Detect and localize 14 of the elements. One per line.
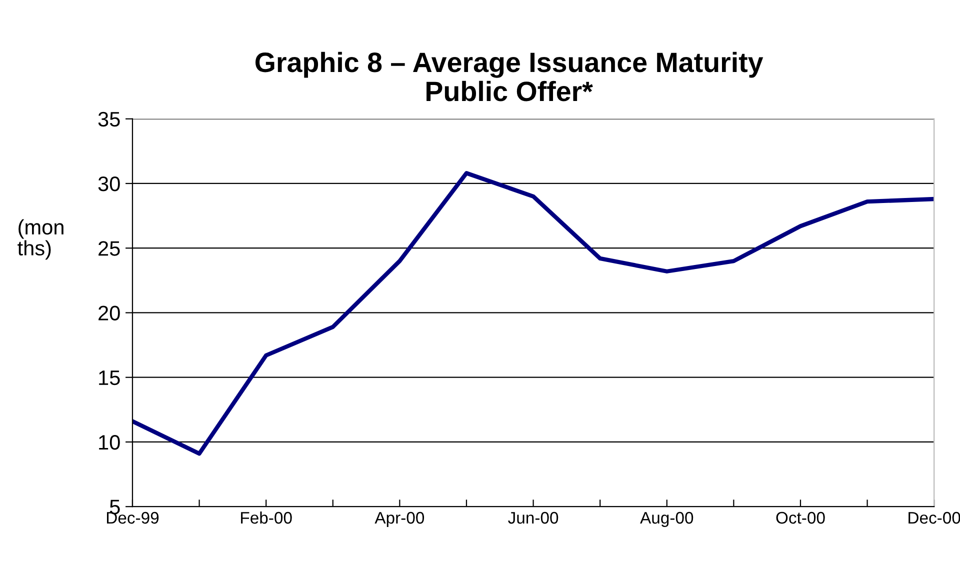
- x-tick-label: Aug-00: [640, 512, 694, 528]
- x-tick-label: Oct-00: [776, 512, 825, 524]
- x-tick-label: Jun-00: [508, 512, 558, 524]
- y-tick-label: 30: [98, 176, 120, 192]
- y-tick-label: 10: [99, 434, 120, 450]
- y-axis-title: (mon ths): [18, 219, 64, 260]
- y-tick-label: 35: [98, 112, 120, 127]
- y-tick-label: 25: [98, 241, 120, 256]
- chart-title: Graphic 8 – Average Issuance Maturity Public Offer*: [255, 52, 764, 102]
- y-tick-label: 20: [98, 306, 120, 320]
- x-tick-label: Apr-00: [374, 512, 424, 528]
- x-tick-label: Feb-00: [241, 511, 292, 524]
- y-tick-label: 15: [99, 370, 120, 386]
- x-tick-label: Dec-00: [908, 512, 960, 524]
